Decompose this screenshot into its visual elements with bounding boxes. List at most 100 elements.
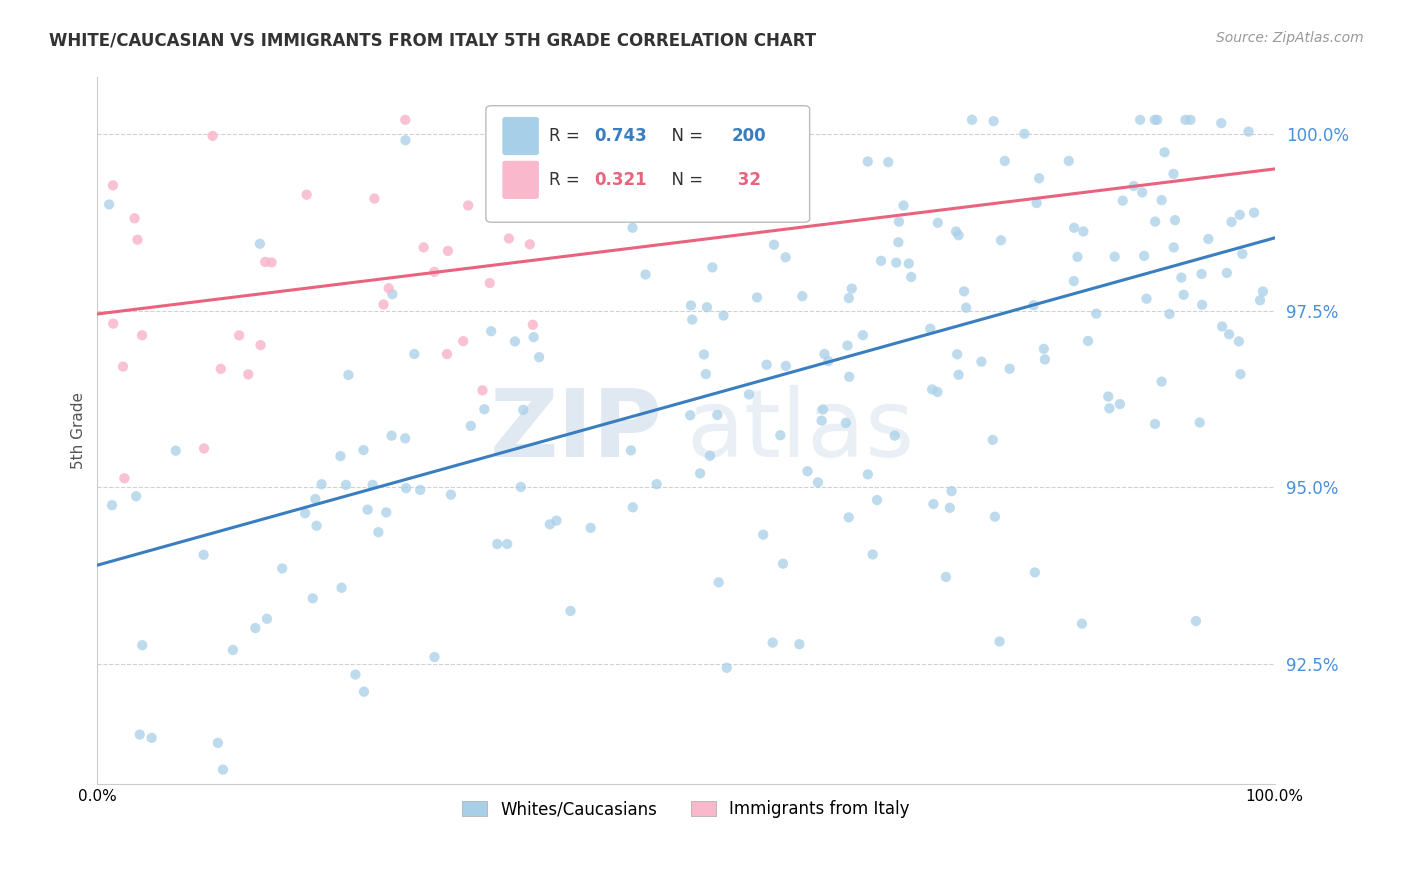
Point: [512, 402, 534, 417]
Point: [1143, 112, 1166, 127]
Point: [1249, 293, 1271, 308]
Point: [304, 491, 326, 506]
Point: [228, 328, 250, 343]
Point: [941, 484, 963, 499]
Point: [394, 133, 416, 147]
Point: [752, 527, 775, 541]
Point: [1211, 319, 1233, 334]
Point: [1063, 220, 1085, 235]
Point: [706, 408, 728, 422]
Point: [1251, 285, 1274, 299]
Point: [1220, 215, 1243, 229]
Point: [717, 191, 740, 205]
Point: [1188, 416, 1211, 430]
Point: [412, 240, 434, 254]
Point: [1216, 266, 1239, 280]
Point: [457, 198, 479, 212]
Point: [311, 477, 333, 491]
Point: [998, 361, 1021, 376]
Point: [810, 414, 832, 428]
Point: [1129, 112, 1152, 127]
Point: [1144, 214, 1167, 228]
Point: [335, 478, 357, 492]
Point: [807, 475, 830, 490]
Point: [245, 621, 267, 635]
Point: [1014, 127, 1036, 141]
Point: [1237, 125, 1260, 139]
Point: [920, 322, 942, 336]
Point: [689, 144, 711, 158]
Point: [693, 347, 716, 361]
Point: [838, 510, 860, 524]
Point: [773, 154, 796, 169]
Point: [662, 159, 685, 173]
Point: [990, 233, 1012, 247]
Point: [838, 369, 860, 384]
Point: [395, 481, 418, 495]
Point: [367, 525, 389, 540]
Point: [1024, 566, 1046, 580]
Point: [1243, 205, 1265, 219]
Point: [423, 650, 446, 665]
Point: [271, 561, 294, 575]
Point: [796, 464, 818, 478]
Point: [478, 276, 501, 290]
Text: R =: R =: [550, 127, 585, 145]
Point: [970, 354, 993, 368]
FancyBboxPatch shape: [502, 161, 538, 199]
Point: [811, 402, 834, 417]
Point: [1191, 298, 1213, 312]
Point: [755, 358, 778, 372]
Point: [984, 509, 1007, 524]
Text: 32: 32: [733, 171, 761, 189]
Point: [394, 431, 416, 445]
Point: [207, 736, 229, 750]
Point: [356, 502, 378, 516]
Text: ZIP: ZIP: [489, 384, 662, 476]
Point: [238, 368, 260, 382]
Point: [1122, 179, 1144, 194]
Point: [1211, 116, 1233, 130]
Point: [112, 471, 135, 485]
Point: [1135, 292, 1157, 306]
Point: [862, 548, 884, 562]
Point: [856, 467, 879, 482]
Point: [1032, 342, 1054, 356]
Point: [375, 505, 398, 519]
Point: [1028, 171, 1050, 186]
Point: [752, 130, 775, 145]
FancyBboxPatch shape: [486, 105, 810, 222]
Point: [460, 418, 482, 433]
Point: [125, 489, 148, 503]
Point: [509, 480, 531, 494]
Point: [870, 253, 893, 268]
Point: [769, 428, 792, 442]
Text: 0.743: 0.743: [595, 127, 647, 145]
Point: [689, 467, 711, 481]
Point: [884, 255, 907, 269]
Point: [1229, 367, 1251, 381]
Point: [946, 347, 969, 361]
Point: [681, 312, 703, 326]
Point: [337, 368, 360, 382]
Point: [363, 192, 385, 206]
Point: [1022, 298, 1045, 312]
Point: [101, 498, 124, 512]
Point: [103, 317, 125, 331]
Point: [471, 384, 494, 398]
Point: [856, 154, 879, 169]
Point: [1077, 334, 1099, 348]
Point: [745, 290, 768, 304]
Point: [254, 255, 277, 269]
Point: [498, 231, 520, 245]
Point: [1033, 352, 1056, 367]
Point: [111, 359, 134, 374]
Point: [377, 281, 399, 295]
Point: [193, 548, 215, 562]
Point: [209, 362, 232, 376]
Point: [621, 500, 644, 515]
Point: [841, 282, 863, 296]
Point: [131, 638, 153, 652]
Point: [775, 359, 797, 373]
Point: [409, 483, 432, 497]
